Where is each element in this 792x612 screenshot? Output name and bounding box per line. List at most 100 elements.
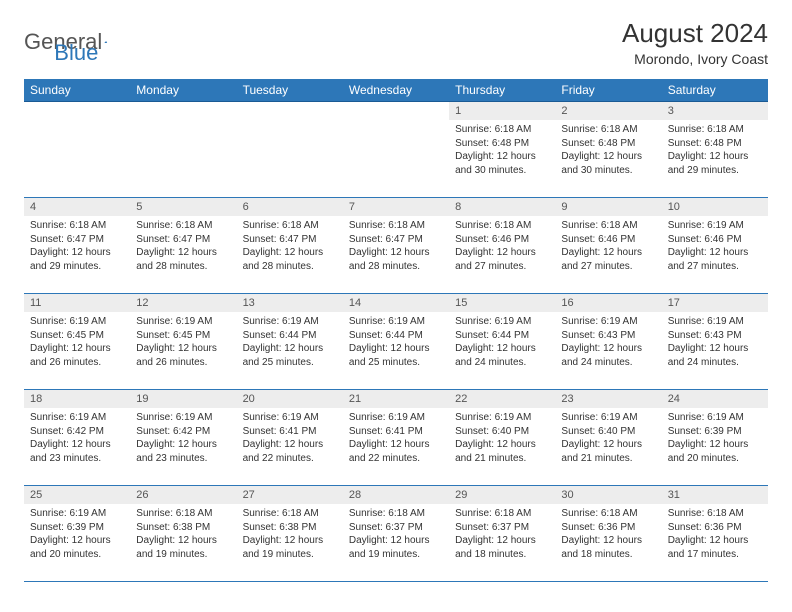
day-details: Sunrise: 6:18 AMSunset: 6:47 PMDaylight:… bbox=[237, 216, 343, 276]
day-cell: 20Sunrise: 6:19 AMSunset: 6:41 PMDayligh… bbox=[237, 390, 343, 486]
day-detail-line: Sunset: 6:47 PM bbox=[349, 233, 443, 247]
day-number: 24 bbox=[662, 390, 768, 408]
day-details: Sunrise: 6:18 AMSunset: 6:37 PMDaylight:… bbox=[343, 504, 449, 564]
day-detail-line: Sunrise: 6:18 AM bbox=[561, 219, 655, 233]
day-detail-line: Daylight: 12 hours and 18 minutes. bbox=[561, 534, 655, 561]
day-number: 26 bbox=[130, 486, 236, 504]
page-title: August 2024 bbox=[622, 18, 768, 49]
day-cell: 25Sunrise: 6:19 AMSunset: 6:39 PMDayligh… bbox=[24, 486, 130, 582]
day-detail-line: Sunrise: 6:19 AM bbox=[30, 411, 124, 425]
day-cell: 31Sunrise: 6:18 AMSunset: 6:36 PMDayligh… bbox=[662, 486, 768, 582]
day-detail-line: Daylight: 12 hours and 30 minutes. bbox=[561, 150, 655, 177]
calendar-body: 1Sunrise: 6:18 AMSunset: 6:48 PMDaylight… bbox=[24, 102, 768, 582]
day-detail-line: Sunset: 6:47 PM bbox=[30, 233, 124, 247]
day-number: 14 bbox=[343, 294, 449, 312]
day-number: 27 bbox=[237, 486, 343, 504]
day-number: 13 bbox=[237, 294, 343, 312]
day-cell: 10Sunrise: 6:19 AMSunset: 6:46 PMDayligh… bbox=[662, 198, 768, 294]
day-details: Sunrise: 6:18 AMSunset: 6:48 PMDaylight:… bbox=[555, 120, 661, 180]
day-cell: 7Sunrise: 6:18 AMSunset: 6:47 PMDaylight… bbox=[343, 198, 449, 294]
day-cell bbox=[24, 102, 130, 198]
day-detail-line: Sunrise: 6:19 AM bbox=[561, 315, 655, 329]
day-detail-line: Sunrise: 6:18 AM bbox=[455, 507, 549, 521]
day-detail-line: Sunrise: 6:18 AM bbox=[136, 507, 230, 521]
day-number bbox=[24, 102, 130, 120]
day-detail-line: Sunrise: 6:18 AM bbox=[136, 219, 230, 233]
day-cell: 11Sunrise: 6:19 AMSunset: 6:45 PMDayligh… bbox=[24, 294, 130, 390]
day-detail-line: Daylight: 12 hours and 24 minutes. bbox=[668, 342, 762, 369]
day-detail-line: Sunset: 6:44 PM bbox=[455, 329, 549, 343]
day-details: Sunrise: 6:18 AMSunset: 6:47 PMDaylight:… bbox=[24, 216, 130, 276]
day-number: 18 bbox=[24, 390, 130, 408]
day-cell: 3Sunrise: 6:18 AMSunset: 6:48 PMDaylight… bbox=[662, 102, 768, 198]
day-number: 6 bbox=[237, 198, 343, 216]
day-details: Sunrise: 6:19 AMSunset: 6:41 PMDaylight:… bbox=[343, 408, 449, 468]
day-detail-line: Sunset: 6:48 PM bbox=[561, 137, 655, 151]
day-cell: 18 Sunrise: 6:19 AMSunset: 6:42 PMDayligh… bbox=[24, 390, 130, 486]
day-detail-line: Sunset: 6:40 PM bbox=[561, 425, 655, 439]
day-detail-line: Daylight: 12 hours and 23 minutes. bbox=[30, 438, 124, 465]
day-detail-line: Daylight: 12 hours and 30 minutes. bbox=[455, 150, 549, 177]
day-detail-line: Daylight: 12 hours and 18 minutes. bbox=[455, 534, 549, 561]
day-number bbox=[237, 102, 343, 120]
day-detail-line: Sunset: 6:47 PM bbox=[243, 233, 337, 247]
day-cell: 14Sunrise: 6:19 AMSunset: 6:44 PMDayligh… bbox=[343, 294, 449, 390]
day-cell: 23Sunrise: 6:19 AMSunset: 6:40 PMDayligh… bbox=[555, 390, 661, 486]
day-detail-line: Sunrise: 6:18 AM bbox=[349, 219, 443, 233]
day-cell: 6Sunrise: 6:18 AMSunset: 6:47 PMDaylight… bbox=[237, 198, 343, 294]
day-detail-line: Sunrise: 6:19 AM bbox=[668, 411, 762, 425]
weekday-header: Monday bbox=[130, 79, 236, 102]
calendar-page: General Blue August 2024 Morondo, Ivory … bbox=[0, 0, 792, 600]
day-detail-line: Daylight: 12 hours and 29 minutes. bbox=[30, 246, 124, 273]
day-number: 17 bbox=[662, 294, 768, 312]
day-cell: 26Sunrise: 6:18 AMSunset: 6:38 PMDayligh… bbox=[130, 486, 236, 582]
day-number: 16 bbox=[555, 294, 661, 312]
day-detail-line: Daylight: 12 hours and 21 minutes. bbox=[561, 438, 655, 465]
day-number: 23 bbox=[555, 390, 661, 408]
day-details: Sunrise: 6:19 AMSunset: 6:42 PMDaylight:… bbox=[130, 408, 236, 468]
day-details: Sunrise: 6:19 AMSunset: 6:40 PMDaylight:… bbox=[555, 408, 661, 468]
day-cell bbox=[237, 102, 343, 198]
day-detail-line: Sunrise: 6:19 AM bbox=[668, 219, 762, 233]
day-detail-line: Sunset: 6:38 PM bbox=[136, 521, 230, 535]
day-number: 25 bbox=[24, 486, 130, 504]
day-number: 11 bbox=[24, 294, 130, 312]
day-detail-line: Daylight: 12 hours and 24 minutes. bbox=[561, 342, 655, 369]
day-cell: 29Sunrise: 6:18 AMSunset: 6:37 PMDayligh… bbox=[449, 486, 555, 582]
day-number: 29 bbox=[449, 486, 555, 504]
day-detail-line: Sunrise: 6:19 AM bbox=[455, 315, 549, 329]
day-detail-line: Daylight: 12 hours and 28 minutes. bbox=[243, 246, 337, 273]
day-detail-line: Sunrise: 6:19 AM bbox=[30, 507, 124, 521]
day-detail-line: Sunset: 6:36 PM bbox=[668, 521, 762, 535]
day-detail-line: Sunrise: 6:19 AM bbox=[30, 315, 124, 329]
day-detail-line: Daylight: 12 hours and 22 minutes. bbox=[243, 438, 337, 465]
day-details: Sunrise: 6:18 AMSunset: 6:46 PMDaylight:… bbox=[555, 216, 661, 276]
day-detail-line: Sunrise: 6:19 AM bbox=[349, 315, 443, 329]
day-details: Sunrise: 6:19 AMSunset: 6:40 PMDaylight:… bbox=[449, 408, 555, 468]
page-header: General Blue August 2024 Morondo, Ivory … bbox=[24, 18, 768, 67]
day-number: 20 bbox=[237, 390, 343, 408]
day-detail-line: Daylight: 12 hours and 22 minutes. bbox=[349, 438, 443, 465]
weekday-header: Saturday bbox=[662, 79, 768, 102]
day-details: Sunrise: 6:19 AMSunset: 6:46 PMDaylight:… bbox=[662, 216, 768, 276]
weekday-header-row: SundayMondayTuesdayWednesdayThursdayFrid… bbox=[24, 79, 768, 102]
day-detail-line: Sunset: 6:46 PM bbox=[561, 233, 655, 247]
day-detail-line: Sunset: 6:42 PM bbox=[136, 425, 230, 439]
day-detail-line: Sunrise: 6:19 AM bbox=[561, 411, 655, 425]
day-detail-line: Sunset: 6:42 PM bbox=[30, 425, 124, 439]
day-detail-line: Sunset: 6:48 PM bbox=[455, 137, 549, 151]
day-detail-line: Sunset: 6:38 PM bbox=[243, 521, 337, 535]
page-subtitle: Morondo, Ivory Coast bbox=[622, 51, 768, 67]
day-number: 1 bbox=[449, 102, 555, 120]
day-detail-line: Sunrise: 6:19 AM bbox=[243, 411, 337, 425]
day-details: Sunrise: 6:19 AMSunset: 6:45 PMDaylight:… bbox=[130, 312, 236, 372]
day-cell: 16Sunrise: 6:19 AMSunset: 6:43 PMDayligh… bbox=[555, 294, 661, 390]
day-detail-line: Sunset: 6:37 PM bbox=[349, 521, 443, 535]
day-details bbox=[130, 120, 236, 126]
day-detail-line: Sunset: 6:44 PM bbox=[349, 329, 443, 343]
title-block: August 2024 Morondo, Ivory Coast bbox=[622, 18, 768, 67]
day-detail-line: Daylight: 12 hours and 29 minutes. bbox=[668, 150, 762, 177]
day-detail-line: Daylight: 12 hours and 21 minutes. bbox=[455, 438, 549, 465]
day-details: Sunrise: 6:19 AMSunset: 6:39 PMDaylight:… bbox=[662, 408, 768, 468]
day-detail-line: Sunset: 6:36 PM bbox=[561, 521, 655, 535]
